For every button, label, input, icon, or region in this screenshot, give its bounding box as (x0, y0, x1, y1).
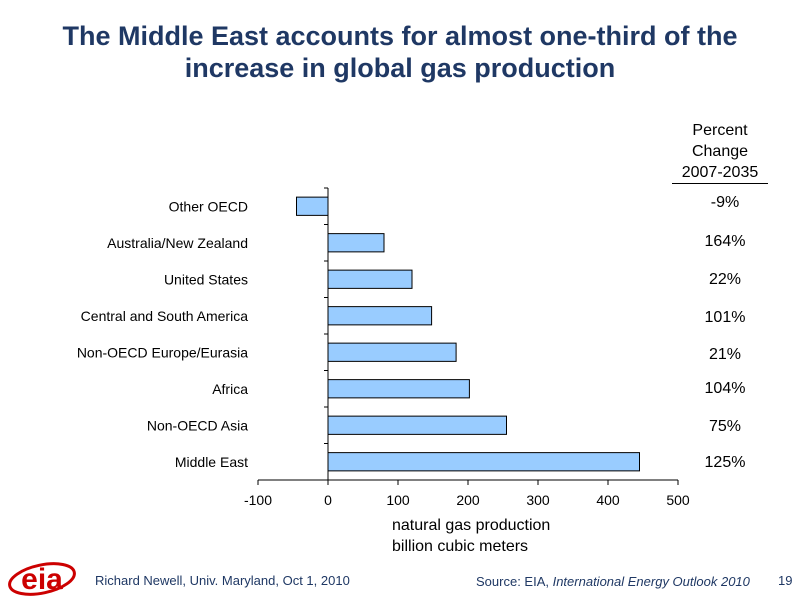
footer-source-title: International Energy Outlook 2010 (552, 574, 750, 589)
bar (327, 306, 433, 326)
x-tick-label: 400 (596, 492, 620, 508)
logo-text: eia (21, 563, 63, 596)
category-label: Other OECD (169, 198, 248, 214)
category-label: Africa (212, 381, 248, 397)
title-line-2: increase in global gas production (184, 53, 616, 83)
category-label: Australia/New Zealand (107, 235, 248, 251)
bar (296, 196, 329, 216)
percent-header-line-3: 2007-2035 (672, 162, 768, 184)
bar (327, 379, 470, 399)
bar (327, 233, 385, 253)
slide-title: The Middle East accounts for almost one-… (0, 20, 800, 84)
footer-author: Richard Newell, Univ. Maryland, Oct 1, 2… (95, 573, 350, 588)
percent-change-value: -9% (710, 194, 740, 211)
category-label: United States (164, 271, 248, 287)
percent-change-value: 21% (708, 346, 742, 363)
percent-change-value: 125% (704, 454, 746, 471)
percent-change-value: 75% (708, 418, 742, 435)
category-label: Middle East (175, 454, 248, 470)
x-tick-label: 300 (526, 492, 550, 508)
page-number: 19 (778, 573, 793, 588)
x-axis-label: natural gas production billion cubic met… (392, 515, 550, 557)
percent-header-line-2: Change (691, 143, 749, 160)
percent-change-header: Percent Change 2007-2035 (670, 120, 770, 184)
x-tick-label: 100 (386, 492, 410, 508)
percent-change-value: 104% (704, 380, 746, 397)
category-label: Non-OECD Asia (147, 417, 248, 433)
percent-change-value: 164% (704, 233, 746, 250)
percent-change-value: 101% (704, 309, 746, 326)
x-tick-label: 200 (456, 492, 480, 508)
footer-source: Source: EIA, International Energy Outloo… (476, 574, 750, 589)
x-tick-label: 0 (324, 492, 332, 508)
bar (327, 342, 457, 362)
percent-header-line-1: Percent (692, 122, 748, 139)
percent-change-value: 22% (708, 271, 742, 288)
category-label: Central and South America (81, 308, 249, 324)
x-axis-label-line-2: billion cubic meters (392, 538, 529, 555)
category-label: Non-OECD Europe/Eurasia (77, 344, 248, 360)
bar (327, 452, 640, 472)
footer-source-prefix: Source: EIA, (476, 574, 553, 589)
bar (327, 269, 413, 289)
bar (327, 415, 507, 435)
x-tick-label: 500 (666, 492, 690, 508)
x-axis-label-line-1: natural gas production (392, 517, 551, 534)
eia-logo: eia (8, 562, 76, 596)
x-tick-label: -100 (244, 492, 272, 508)
title-line-1: The Middle East accounts for almost one-… (62, 21, 738, 51)
